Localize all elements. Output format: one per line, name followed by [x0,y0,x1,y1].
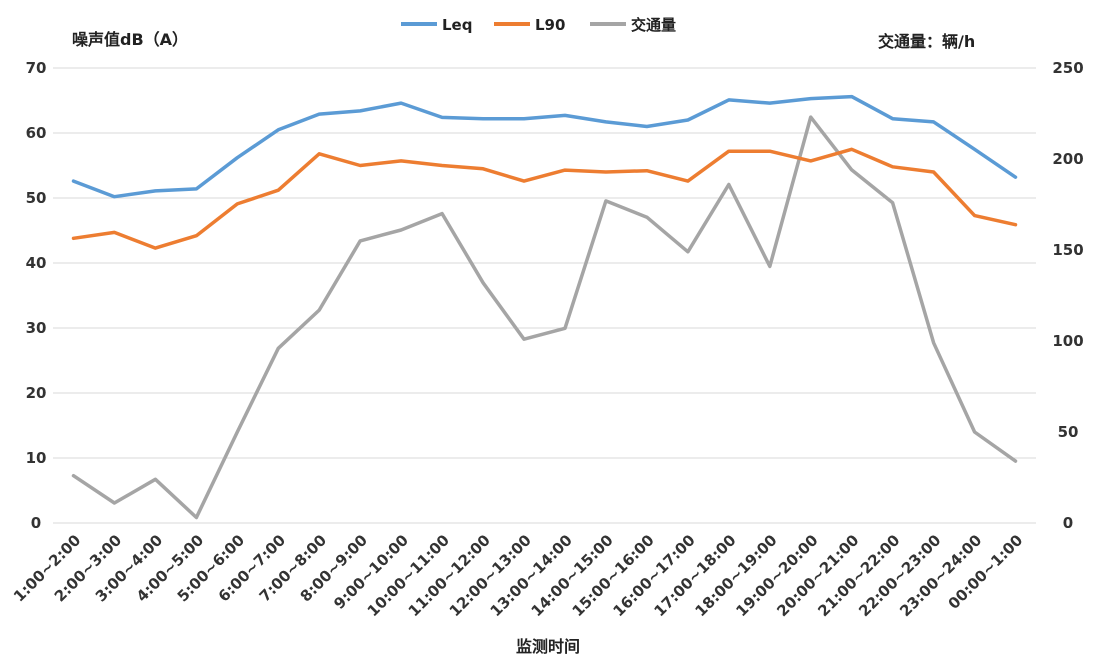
right-y-tick-label: 200 [1052,150,1083,168]
left-y-tick-label: 10 [26,449,47,467]
legend-l90-label: L90 [535,16,565,34]
right-y-axis-ticks: 0 50 100 150 200 250 [1052,59,1083,532]
left-y-axis-ticks: 0 10 20 30 40 50 60 70 [26,59,47,532]
right-y-axis-label: 交通量：辆/h [878,32,975,51]
left-y-tick-label: 30 [26,319,47,337]
series-line-l90 [71,147,1018,250]
left-y-tick-label: 50 [26,189,47,207]
x-axis-label: 监测时间 [516,637,580,656]
series-lines [71,94,1018,520]
left-y-tick-label: 0 [31,514,41,532]
legend-leq-label: Leq [442,16,472,34]
right-y-tick-label: 100 [1052,332,1083,350]
left-y-tick-label: 40 [26,254,47,272]
left-y-tick-label: 70 [26,59,47,77]
left-y-axis-label: 噪声值dB（A） [72,30,188,49]
legend-traffic-label: 交通量 [631,16,676,34]
right-y-tick-label: 50 [1058,423,1079,441]
right-y-tick-label: 250 [1052,59,1083,77]
grid-lines [53,67,1036,524]
series-line-leq [71,94,1018,199]
left-y-tick-label: 20 [26,384,47,402]
legend: Leq L90 交通量 [401,16,676,34]
right-y-tick-label: 0 [1063,514,1073,532]
x-axis-ticks: 1:00~2:002:00~3:003:00~4:004:00~5:005:00… [10,531,1026,620]
series-line-traffic [71,115,1018,520]
left-y-tick-label: 60 [26,124,47,142]
right-y-tick-label: 150 [1052,241,1083,259]
